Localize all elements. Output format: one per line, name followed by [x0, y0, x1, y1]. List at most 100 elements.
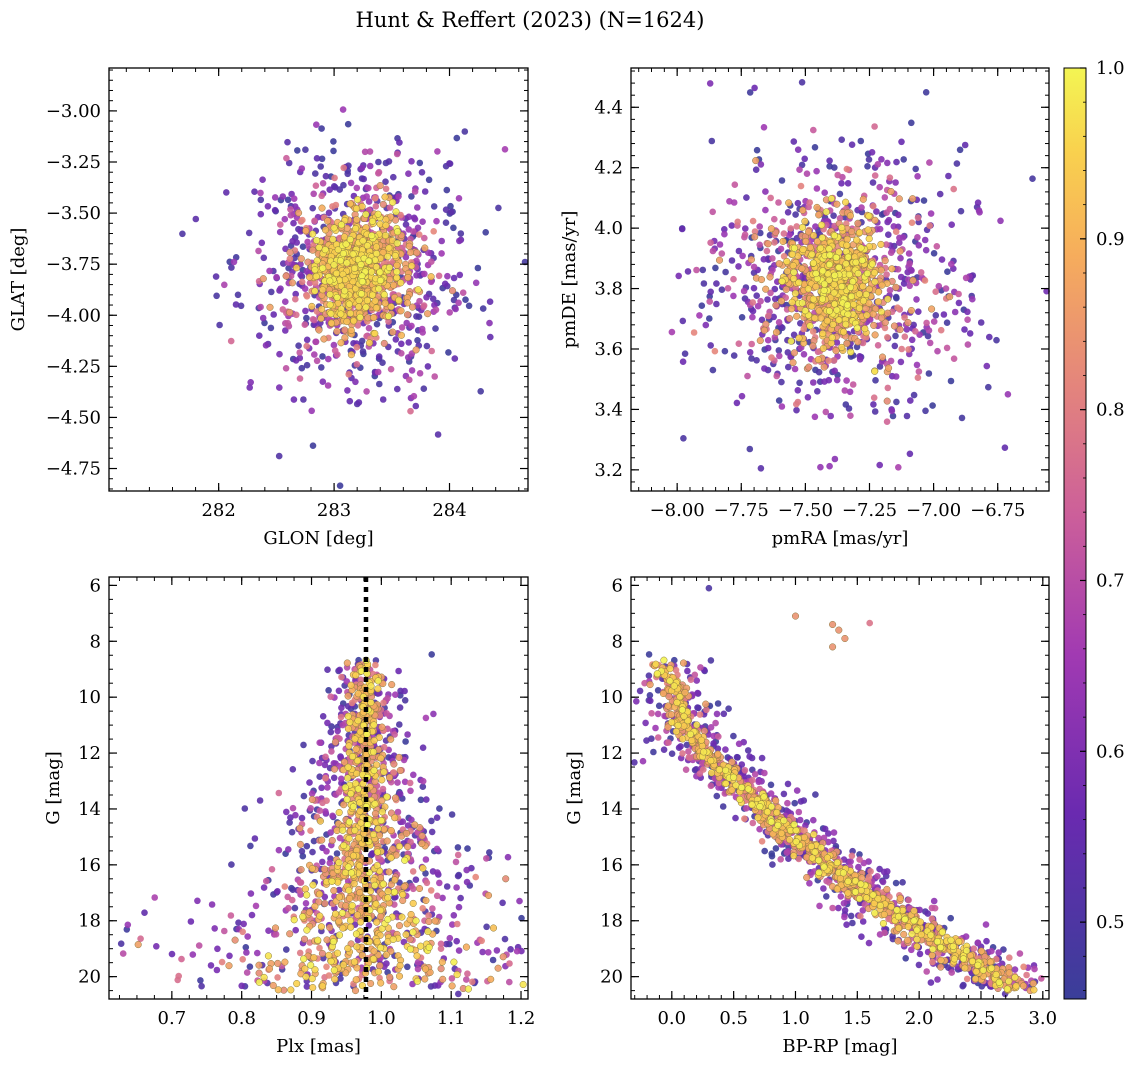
- scatter-point: [453, 134, 461, 142]
- scatter-point: [368, 268, 376, 276]
- scatter-point: [892, 283, 900, 291]
- scatter-point: [431, 917, 439, 925]
- scatter-point: [391, 252, 399, 260]
- scatter-point: [751, 233, 759, 241]
- scatter-point: [362, 210, 370, 218]
- scatter-point: [884, 295, 892, 303]
- scatter-point: [323, 936, 331, 944]
- x-tick-label: −7.50: [778, 500, 833, 521]
- scatter-point: [389, 328, 397, 336]
- scatter-point: [294, 147, 301, 154]
- scatter-point: [423, 796, 430, 803]
- scatter-point: [253, 949, 261, 957]
- scatter-point: [418, 169, 426, 176]
- scatter-point: [693, 266, 700, 274]
- scatter-point: [372, 304, 380, 312]
- scatter-point: [262, 342, 270, 349]
- scatter-point: [257, 189, 264, 197]
- scatter-point: [772, 301, 780, 309]
- scatter-point: [402, 829, 411, 837]
- scatter-point: [327, 728, 335, 736]
- scatter-point: [983, 362, 991, 370]
- scatter-point: [696, 312, 703, 319]
- scatter-point: [840, 328, 848, 336]
- scatter-point: [347, 923, 355, 931]
- scatter-point: [421, 188, 429, 195]
- scatter-point: [768, 354, 775, 361]
- scatter-point: [286, 255, 294, 262]
- scatter-point: [730, 275, 737, 283]
- scatter-point: [388, 681, 396, 689]
- scatter-point: [895, 195, 903, 203]
- scatter-point: [383, 710, 390, 717]
- scatter-point: [905, 250, 913, 257]
- scatter-point: [413, 272, 420, 279]
- scatter-point: [746, 349, 754, 356]
- scatter-point: [813, 185, 821, 192]
- scatter-point: [506, 960, 513, 967]
- scatter-point: [809, 342, 817, 350]
- scatter-point: [221, 927, 228, 935]
- scatter-point: [308, 790, 316, 797]
- scatter-point: [274, 959, 282, 967]
- scatter-point: [248, 911, 256, 919]
- scatter-point: [288, 896, 296, 904]
- scatter-point: [855, 304, 863, 312]
- scatter-point: [267, 324, 275, 332]
- scatter-point: [408, 262, 416, 270]
- y-tick-label: 3.6: [594, 339, 623, 360]
- scatter-point: [942, 285, 950, 292]
- scatter-point: [344, 387, 351, 394]
- scatter-point: [887, 187, 895, 196]
- scatter-point: [352, 671, 360, 679]
- scatter-point: [881, 257, 889, 265]
- scatter-point: [855, 290, 863, 298]
- scatter-point: [362, 303, 370, 311]
- scatter-point: [338, 704, 345, 712]
- scatter-point: [390, 983, 398, 991]
- scatter-point: [331, 174, 338, 182]
- scatter-point: [335, 687, 343, 695]
- scatter-point: [343, 659, 351, 667]
- scatter-point: [318, 155, 326, 163]
- scatter-point: [396, 766, 404, 775]
- scatter-point: [385, 773, 394, 782]
- y-tick-label: 4.4: [594, 97, 623, 118]
- scatter-point: [380, 291, 388, 299]
- scatter-point: [175, 972, 182, 980]
- scatter-point: [300, 396, 307, 403]
- scatter-point: [279, 193, 287, 200]
- x-tick-label: 283: [317, 500, 351, 521]
- scatter-point: [946, 293, 954, 301]
- scatter-point: [788, 250, 796, 258]
- scatter-point: [208, 901, 216, 908]
- scatter-point: [852, 258, 860, 266]
- scatter-points: [117, 651, 527, 998]
- scatter-point: [395, 922, 404, 930]
- scatter-point: [887, 249, 895, 256]
- scatter-point: [331, 975, 339, 983]
- scatter-point: [310, 190, 318, 198]
- scatter-point: [389, 845, 397, 853]
- scatter-point: [404, 273, 412, 282]
- scatter-point: [395, 972, 404, 980]
- scatter-point: [385, 158, 393, 165]
- scatter-point: [378, 723, 386, 731]
- scatter-point: [806, 322, 814, 330]
- scatter-point: [355, 303, 363, 311]
- scatter-point: [843, 301, 851, 309]
- scatter-point: [453, 937, 461, 945]
- x-tick-label: −8.00: [650, 500, 705, 521]
- scatter-point: [392, 208, 400, 216]
- scatter-point: [312, 272, 320, 280]
- scatter-point: [343, 318, 351, 326]
- scatter-point: [338, 775, 345, 783]
- scatter-point: [895, 464, 902, 471]
- scatter-point: [292, 295, 299, 303]
- scatter-point: [325, 355, 332, 363]
- scatter-point: [281, 215, 289, 223]
- scatter-point: [385, 264, 394, 272]
- scatter-point: [472, 873, 480, 881]
- scatter-point: [752, 157, 760, 165]
- scatter-point: [418, 840, 426, 848]
